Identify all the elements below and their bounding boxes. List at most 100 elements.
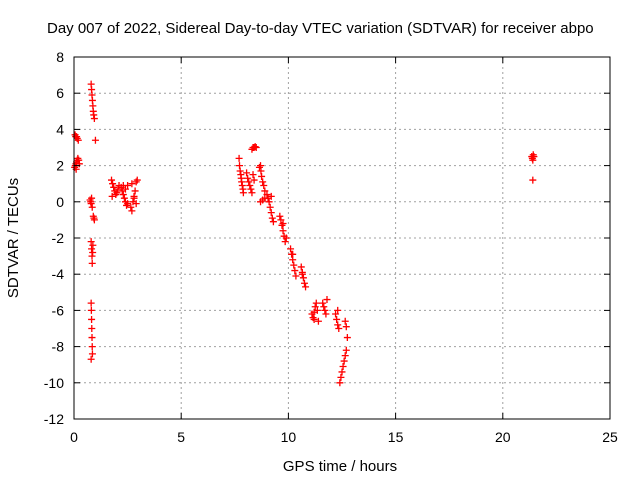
y-tick-label: 8 xyxy=(56,49,64,65)
x-tick-label: 25 xyxy=(602,429,618,445)
data-point xyxy=(337,373,345,381)
data-point xyxy=(119,191,127,199)
data-point xyxy=(128,207,136,215)
y-tick-label: -4 xyxy=(52,266,65,282)
y-tick-label: -10 xyxy=(44,375,64,391)
data-point xyxy=(124,182,132,190)
data-point xyxy=(279,220,287,228)
data-point xyxy=(87,299,95,307)
data-point xyxy=(290,261,298,269)
x-tick-label: 5 xyxy=(177,429,185,445)
x-tick-label: 10 xyxy=(281,429,297,445)
data-point xyxy=(297,263,305,271)
data-point xyxy=(88,350,96,358)
data-point xyxy=(530,153,538,161)
grid-lines xyxy=(74,57,610,419)
data-point xyxy=(88,259,96,267)
data-point xyxy=(87,355,95,363)
data-point xyxy=(88,245,96,253)
data-point xyxy=(243,169,251,177)
data-point xyxy=(88,315,96,323)
data-point xyxy=(269,218,277,226)
y-tick-label: -12 xyxy=(44,411,64,427)
data-point xyxy=(258,172,266,180)
data-point xyxy=(91,136,99,144)
data-point xyxy=(298,270,306,278)
data-point xyxy=(299,274,307,282)
data-point xyxy=(268,214,276,222)
y-axis-label: SDTVAR / TECUs xyxy=(5,178,22,298)
data-point xyxy=(128,180,136,188)
data-point xyxy=(87,238,95,246)
data-point xyxy=(74,136,82,144)
data-point xyxy=(113,189,121,197)
data-point xyxy=(322,310,330,318)
data-point xyxy=(336,379,344,387)
data-point xyxy=(265,198,273,206)
data-point xyxy=(279,227,287,235)
x-tick-label: 15 xyxy=(388,429,404,445)
data-point xyxy=(88,334,96,342)
data-point xyxy=(108,192,116,200)
data-point xyxy=(89,241,97,249)
y-tick-label: -2 xyxy=(52,230,65,246)
data-point xyxy=(277,216,285,224)
data-point xyxy=(127,203,135,211)
data-point xyxy=(289,250,297,258)
y-tick-label: 0 xyxy=(56,194,64,210)
data-point xyxy=(248,189,256,197)
data-point xyxy=(130,194,138,202)
data-point xyxy=(529,176,537,184)
data-point xyxy=(249,171,257,179)
data-point xyxy=(132,200,140,208)
data-points xyxy=(71,80,538,387)
data-point xyxy=(121,185,129,193)
x-tick-label: 20 xyxy=(495,429,511,445)
data-point xyxy=(90,216,98,224)
data-point xyxy=(259,178,267,186)
data-point xyxy=(281,238,289,246)
data-point xyxy=(323,296,331,304)
data-point xyxy=(267,209,275,217)
data-point xyxy=(110,183,118,191)
data-point xyxy=(109,180,117,188)
data-point xyxy=(313,306,321,314)
data-point xyxy=(252,144,260,151)
data-point xyxy=(338,368,346,376)
data-point xyxy=(343,334,351,342)
data-point xyxy=(239,189,247,197)
data-point xyxy=(263,191,271,199)
data-point xyxy=(341,317,349,325)
data-point xyxy=(321,306,329,314)
data-point xyxy=(320,303,328,311)
y-axis-ticks: -12 -10 -8 -6 -4 -2 0 2 4 6 8 xyxy=(44,49,610,427)
data-point xyxy=(342,323,350,331)
chart-title: Day 007 of 2022, Sidereal Day-to-day VTE… xyxy=(47,20,594,37)
data-point xyxy=(340,357,348,365)
data-point xyxy=(319,299,327,307)
data-point xyxy=(89,248,97,256)
data-point xyxy=(108,176,116,184)
data-point xyxy=(342,346,350,354)
data-point xyxy=(311,303,319,311)
x-tick-label: 0 xyxy=(70,429,78,445)
data-point xyxy=(120,194,128,202)
data-point xyxy=(88,194,96,202)
data-point xyxy=(335,325,343,332)
data-point xyxy=(276,212,284,220)
data-point xyxy=(260,182,268,190)
y-tick-label: -6 xyxy=(52,302,65,318)
x-axis-ticks: 0 5 10 15 20 25 xyxy=(70,57,618,445)
data-point xyxy=(332,310,340,318)
data-point xyxy=(235,154,243,162)
data-point xyxy=(334,306,342,314)
y-tick-label: 4 xyxy=(56,121,64,137)
data-point xyxy=(88,203,96,211)
data-point xyxy=(300,279,308,287)
data-point xyxy=(333,315,341,323)
data-point xyxy=(302,283,310,291)
data-point xyxy=(247,185,255,193)
data-point xyxy=(292,272,300,280)
data-point xyxy=(251,143,259,151)
data-point xyxy=(124,200,132,208)
